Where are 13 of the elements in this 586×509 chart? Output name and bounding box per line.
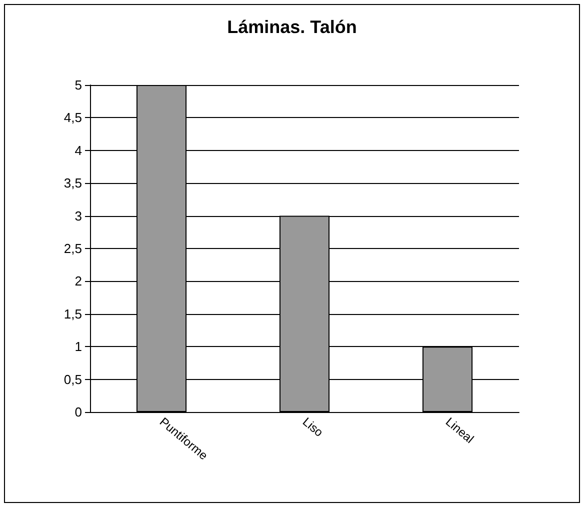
y-tick-label: 3,5	[64, 176, 82, 191]
y-tick-label: 1	[74, 339, 82, 354]
y-tick-label: 5	[74, 78, 82, 92]
y-tick-label: 4	[74, 142, 82, 158]
y-tick-label: 0	[74, 404, 82, 420]
x-tick-label: Liso	[300, 414, 326, 440]
y-tick-label: 2,5	[64, 241, 82, 256]
y-tick-label: 1,5	[64, 306, 82, 322]
y-tick-label: 3	[74, 208, 82, 224]
y-tick-label: 2	[74, 274, 82, 289]
y-tick-label: 0,5	[64, 372, 82, 387]
chart-title: Láminas. Talón	[227, 17, 357, 37]
y-tick-label: 4,5	[64, 110, 82, 126]
